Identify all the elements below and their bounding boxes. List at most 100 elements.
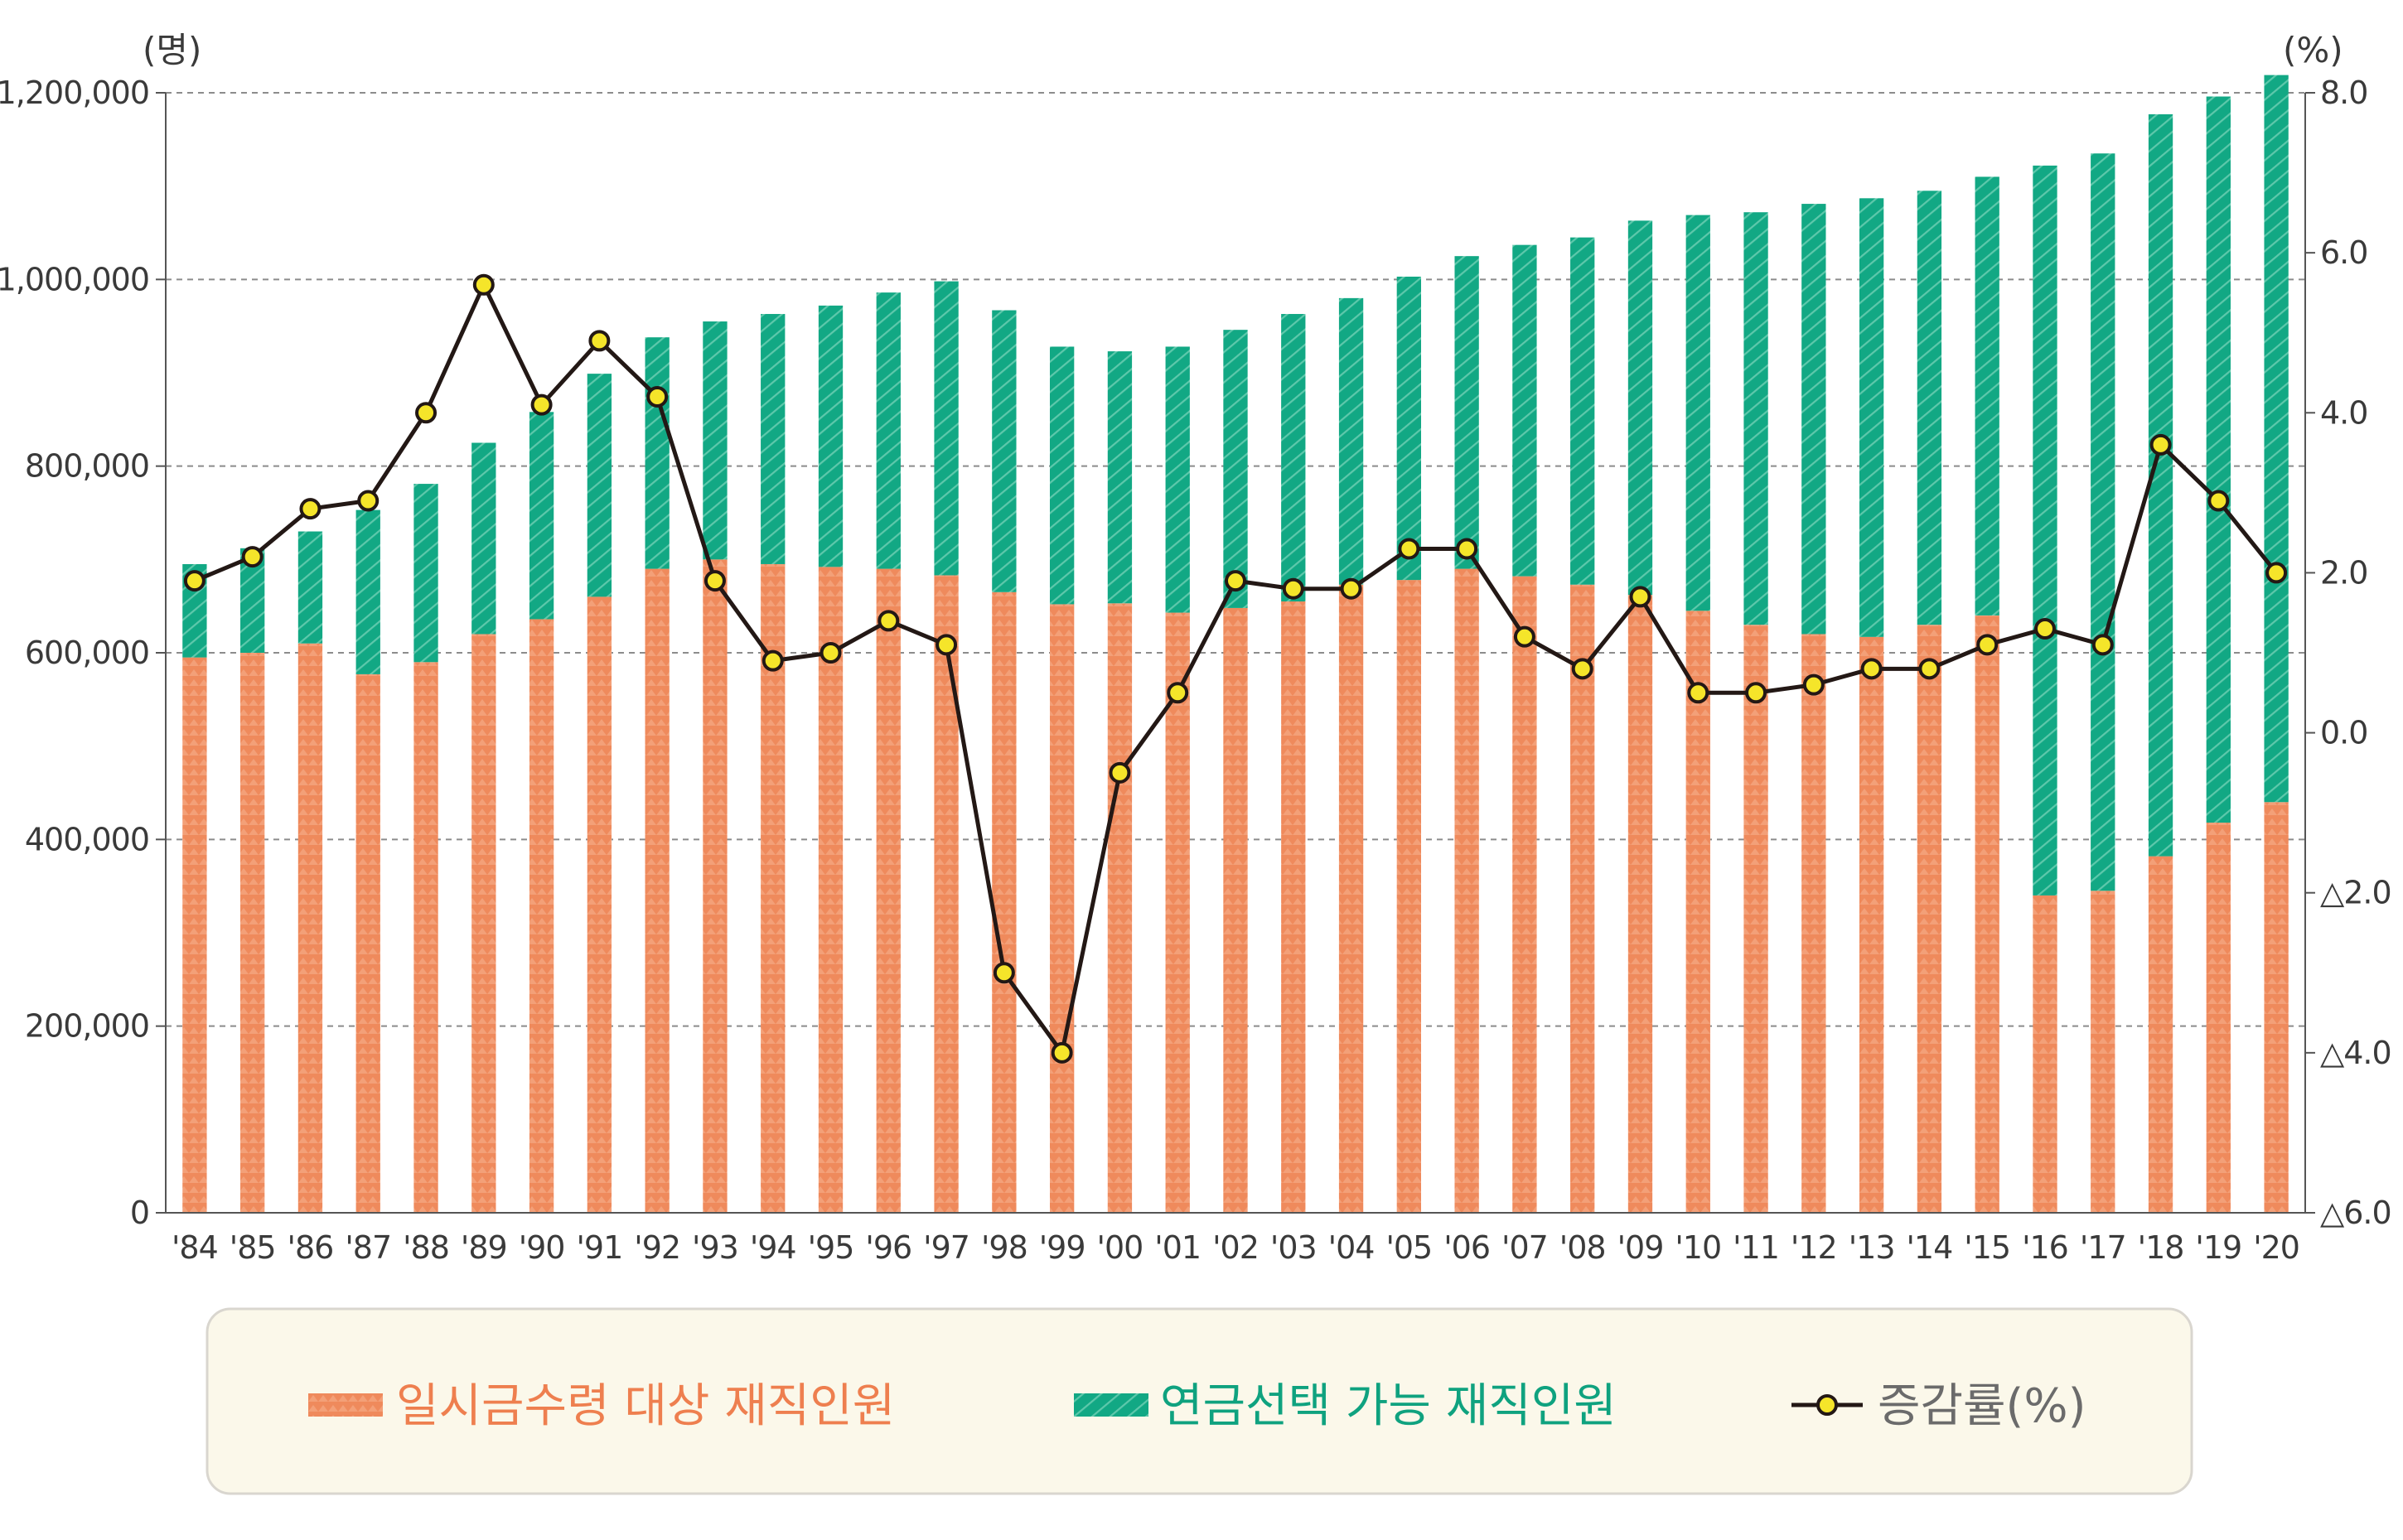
rate-marker: [2265, 562, 2288, 584]
x-tick-label: '96: [865, 1229, 911, 1266]
bar-lumpsum: [1454, 568, 1479, 1213]
left-tick-label: 1,200,000: [0, 75, 149, 111]
rate-marker: [1282, 577, 1304, 600]
x-tick-label: '17: [2080, 1229, 2126, 1266]
bar-lumpsum: [355, 673, 380, 1213]
bar-pension: [1396, 276, 1422, 581]
bar-lumpsum: [1512, 576, 1537, 1213]
x-tick-label: '02: [1212, 1229, 1259, 1266]
legend-line-marker: [1816, 1394, 1838, 1416]
right-axis-unit: (%): [2283, 30, 2343, 70]
bar-lumpsum: [297, 643, 323, 1213]
bar-pension: [2264, 75, 2289, 803]
bar-pension: [471, 442, 496, 635]
bar-lumpsum: [1223, 607, 1248, 1213]
bar-lumpsum: [2264, 802, 2289, 1213]
left-tick-label: 1,000,000: [0, 261, 149, 297]
right-tick-label: △6.0: [2320, 1195, 2391, 1231]
x-tick-label: '14: [1906, 1229, 1952, 1266]
bar-pension: [1685, 215, 1710, 611]
x-tick-label: '16: [2022, 1229, 2068, 1266]
rate-marker: [1513, 625, 1535, 648]
bar-pension: [992, 310, 1017, 592]
left-axis-unit: (명): [143, 30, 201, 70]
rate-marker: [1340, 577, 1362, 600]
x-tick-label: '95: [808, 1229, 854, 1266]
bar-lumpsum: [1859, 636, 1884, 1213]
x-tick-label: '87: [345, 1229, 391, 1266]
rate-marker: [878, 610, 900, 632]
legend-swatch-lumpsum: [308, 1393, 383, 1417]
bar-lumpsum: [1627, 595, 1653, 1213]
bar-lumpsum: [1917, 625, 1942, 1213]
bar-series: [182, 75, 2289, 1213]
bar-lumpsum: [1107, 603, 1133, 1213]
x-tick-label: '07: [1501, 1229, 1548, 1266]
x-tick-label: '99: [1039, 1229, 1085, 1266]
x-tick-label: '19: [2195, 1229, 2241, 1266]
bar-lumpsum: [1801, 634, 1826, 1213]
rate-marker: [646, 385, 669, 408]
bar-lumpsum: [761, 563, 786, 1213]
bar-lumpsum: [1396, 580, 1422, 1213]
rate-marker: [1629, 586, 1651, 608]
x-tick-label: '15: [1964, 1229, 2010, 1266]
rate-marker: [1398, 538, 1420, 560]
bar-lumpsum: [1049, 604, 1075, 1213]
bar-pension: [1975, 176, 1999, 616]
rate-marker: [1456, 538, 1478, 560]
bar-pension: [529, 412, 554, 620]
bar-lumpsum: [934, 575, 959, 1213]
bar-pension: [1107, 351, 1133, 604]
bar-pension: [2091, 153, 2115, 891]
x-tick-label: '13: [1849, 1229, 1895, 1266]
x-tick-label: '10: [1675, 1229, 1721, 1266]
bar-pension: [1454, 256, 1479, 569]
bar-lumpsum: [240, 653, 265, 1213]
rate-marker: [1225, 570, 1246, 592]
rate-marker: [1976, 634, 1999, 656]
rate-marker: [183, 570, 205, 592]
x-tick-label: '94: [750, 1229, 796, 1266]
rate-marker: [472, 273, 495, 296]
bar-pension: [2206, 96, 2231, 823]
x-tick-label: '20: [2253, 1229, 2299, 1266]
bar-lumpsum: [1165, 612, 1190, 1213]
bar-pension: [587, 374, 612, 597]
bar-lumpsum: [1975, 615, 1999, 1213]
bar-pension: [1281, 314, 1306, 602]
left-tick-label: 200,000: [25, 1008, 149, 1045]
rate-marker: [241, 546, 264, 568]
rate-marker: [1860, 658, 1883, 680]
rate-marker: [1571, 658, 1593, 680]
right-tick-label: △2.0: [2320, 875, 2391, 911]
x-tick-label: '11: [1733, 1229, 1779, 1266]
bar-lumpsum: [1570, 584, 1595, 1213]
legend-box: [205, 1307, 2193, 1495]
x-tick-label: '85: [230, 1229, 276, 1266]
bar-lumpsum: [1338, 584, 1364, 1213]
legend-label-pension: 연금선택 가능 재직인원: [1160, 1379, 1617, 1433]
bar-lumpsum: [645, 568, 670, 1213]
bar-lumpsum: [703, 559, 728, 1213]
x-tick-label: '03: [1270, 1229, 1317, 1266]
right-tick-label: 8.0: [2320, 75, 2367, 111]
left-tick-label: 400,000: [25, 821, 149, 857]
bar-pension: [1049, 346, 1075, 605]
bar-pension: [1570, 237, 1595, 585]
bar-pension: [355, 509, 380, 674]
right-tick-label: △4.0: [2320, 1035, 2391, 1071]
bar-pension: [1338, 297, 1364, 585]
x-tick-label: '90: [519, 1229, 565, 1266]
x-tick-label: '93: [692, 1229, 738, 1266]
axes: 0 200,000 400,000 600,000 800,000 1,000,000 1,…: [0, 75, 2392, 1266]
x-tick-label: '04: [1328, 1229, 1375, 1266]
bar-pension: [818, 305, 844, 567]
bar-pension: [297, 531, 323, 644]
bar-pension: [934, 281, 959, 576]
x-tick-label: '89: [461, 1229, 507, 1266]
right-tick-label: 2.0: [2320, 554, 2367, 591]
bar-pension: [1627, 220, 1653, 596]
bar-pension: [703, 321, 728, 560]
